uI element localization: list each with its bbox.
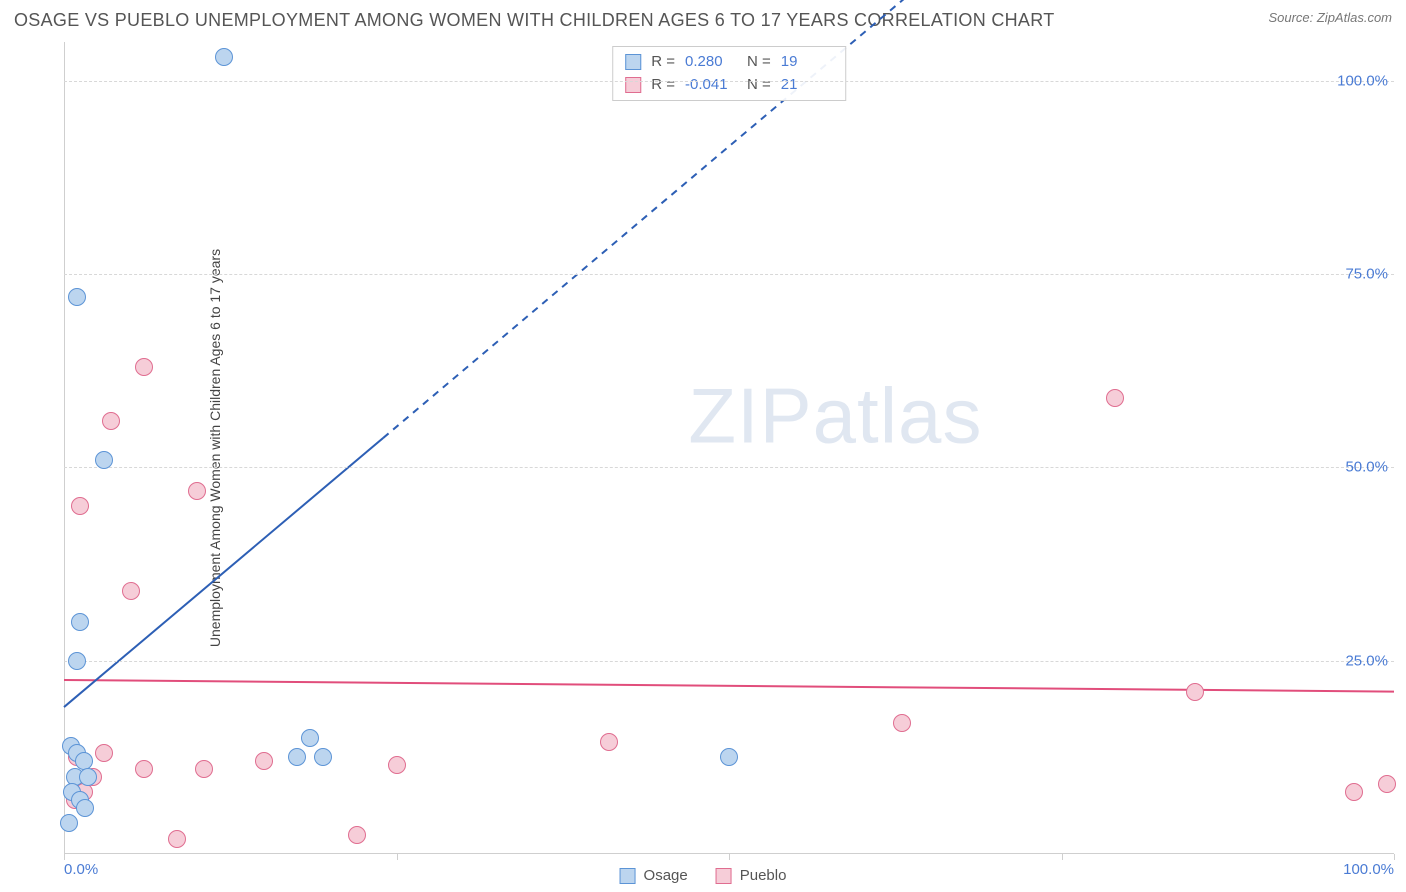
osage-point	[288, 748, 306, 766]
trend-lines	[64, 42, 1394, 854]
osage-point	[79, 768, 97, 786]
chart-title: OSAGE VS PUEBLO UNEMPLOYMENT AMONG WOMEN…	[14, 10, 1055, 31]
watermark: ZIPatlas	[688, 370, 982, 461]
pueblo-n-value: 21	[781, 74, 833, 97]
source-label: Source: ZipAtlas.com	[1268, 10, 1392, 25]
grid-line	[64, 274, 1394, 275]
plot-area: ZIPatlas R = 0.280 N = 19 R = -0.041 N =…	[64, 42, 1394, 854]
osage-point	[76, 799, 94, 817]
pueblo-point	[600, 733, 618, 751]
pueblo-point	[135, 358, 153, 376]
pueblo-point	[388, 756, 406, 774]
osage-legend-swatch	[620, 868, 636, 884]
pueblo-swatch	[625, 77, 641, 93]
grid-line	[64, 467, 1394, 468]
osage-point	[215, 48, 233, 66]
pueblo-point	[893, 714, 911, 732]
y-tick-label: 75.0%	[1345, 266, 1388, 283]
stats-row-osage: R = 0.280 N = 19	[625, 51, 833, 74]
osage-point	[68, 652, 86, 670]
n-label: N =	[747, 51, 771, 74]
x-tick-mark	[397, 854, 398, 860]
pueblo-point	[1106, 389, 1124, 407]
r-label: R =	[651, 74, 675, 97]
pueblo-point	[122, 582, 140, 600]
pueblo-legend-label: Pueblo	[740, 867, 787, 884]
legend-item-osage: Osage	[620, 867, 688, 884]
pueblo-r-value: -0.041	[685, 74, 737, 97]
pueblo-point	[168, 830, 186, 848]
legend-item-pueblo: Pueblo	[716, 867, 787, 884]
pueblo-legend-swatch	[716, 868, 732, 884]
pueblo-point	[71, 497, 89, 515]
grid-line	[64, 661, 1394, 662]
x-tick-mark	[729, 854, 730, 860]
pueblo-point	[255, 752, 273, 770]
y-axis-line	[64, 42, 65, 854]
legend-bottom: Osage Pueblo	[620, 867, 787, 884]
pueblo-point	[188, 482, 206, 500]
chart-area: Unemployment Among Women with Children A…	[50, 42, 1394, 854]
osage-point	[68, 288, 86, 306]
osage-r-value: 0.280	[685, 51, 737, 74]
r-label: R =	[651, 51, 675, 74]
osage-point	[314, 748, 332, 766]
n-label: N =	[747, 74, 771, 97]
osage-swatch	[625, 54, 641, 70]
osage-point	[95, 451, 113, 469]
y-tick-label: 25.0%	[1345, 652, 1388, 669]
pueblo-point	[195, 760, 213, 778]
stats-row-pueblo: R = -0.041 N = 21	[625, 74, 833, 97]
osage-point	[301, 729, 319, 747]
osage-point	[71, 613, 89, 631]
pueblo-point	[1186, 683, 1204, 701]
y-tick-label: 50.0%	[1345, 459, 1388, 476]
x-tick-mark	[1062, 854, 1063, 860]
x-tick-label: 0.0%	[64, 861, 98, 878]
stats-legend-box: R = 0.280 N = 19 R = -0.041 N = 21	[612, 46, 846, 101]
pueblo-point	[95, 744, 113, 762]
osage-point	[720, 748, 738, 766]
pueblo-point	[102, 412, 120, 430]
osage-legend-label: Osage	[644, 867, 688, 884]
x-tick-mark	[1394, 854, 1395, 860]
x-tick-label: 100.0%	[1343, 861, 1394, 878]
y-tick-label: 100.0%	[1337, 72, 1388, 89]
pueblo-point	[1378, 775, 1396, 793]
grid-line	[64, 81, 1394, 82]
pueblo-point	[348, 826, 366, 844]
osage-point	[60, 814, 78, 832]
x-tick-mark	[64, 854, 65, 860]
pueblo-point	[1345, 783, 1363, 801]
osage-n-value: 19	[781, 51, 833, 74]
pueblo-point	[135, 760, 153, 778]
